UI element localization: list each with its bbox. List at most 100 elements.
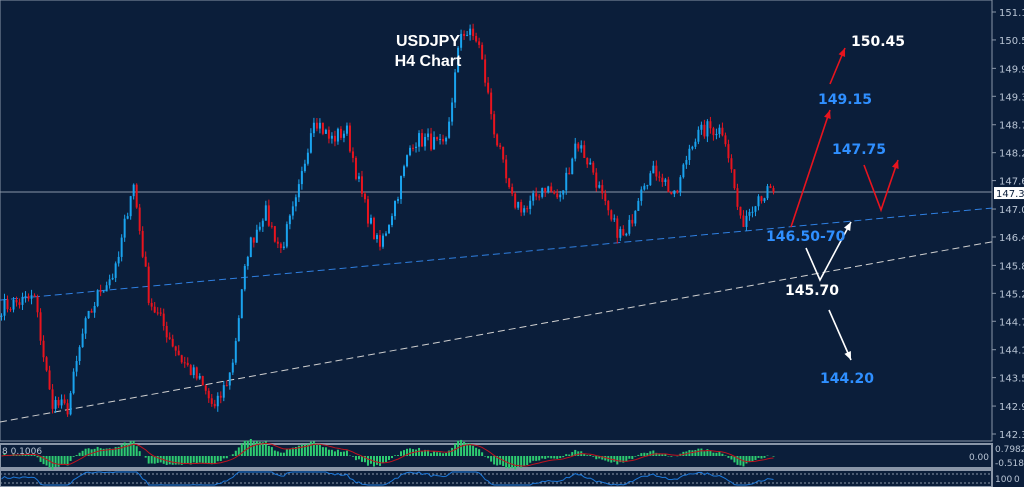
candle-body bbox=[484, 59, 487, 83]
candle-body bbox=[397, 199, 400, 201]
candle-body bbox=[216, 395, 219, 407]
candle-body bbox=[234, 341, 237, 363]
candle-body bbox=[81, 333, 84, 348]
candle-body bbox=[378, 235, 381, 247]
candle-body bbox=[424, 136, 427, 147]
candle-body bbox=[706, 121, 709, 137]
candle-body bbox=[490, 92, 493, 115]
y-tick-label: 149.960 bbox=[999, 64, 1024, 75]
candle-body bbox=[117, 256, 120, 264]
candle-body bbox=[6, 299, 9, 310]
candle-body bbox=[342, 133, 345, 138]
oscillator-panel-frame bbox=[0, 469, 993, 487]
candle-body bbox=[448, 121, 451, 138]
candle-body bbox=[637, 200, 640, 211]
candle-body bbox=[487, 82, 490, 93]
candle-body bbox=[577, 143, 580, 149]
candle-body bbox=[562, 190, 565, 195]
candle-body bbox=[469, 28, 472, 35]
candle-body bbox=[30, 295, 33, 299]
main-panel-frame bbox=[0, 0, 993, 442]
candle-body bbox=[207, 390, 210, 399]
candle-body bbox=[42, 340, 45, 358]
macd-signal-line bbox=[1, 442, 774, 467]
candle-body bbox=[532, 193, 535, 201]
candle-body bbox=[619, 228, 622, 238]
candle-body bbox=[742, 215, 745, 227]
candle-body bbox=[237, 318, 240, 342]
candle-body bbox=[222, 385, 225, 398]
candle-body bbox=[430, 133, 433, 150]
candle-body bbox=[27, 295, 30, 299]
candle-body bbox=[520, 202, 523, 213]
candle-body bbox=[213, 403, 216, 407]
candle-body bbox=[634, 210, 637, 224]
candle-body bbox=[381, 235, 384, 247]
candle-body bbox=[363, 193, 366, 200]
candle-body bbox=[427, 133, 430, 137]
candle-body bbox=[180, 355, 183, 363]
candle-body bbox=[454, 72, 457, 103]
candle-body bbox=[156, 312, 159, 314]
candle-body bbox=[135, 184, 138, 208]
candle-body bbox=[69, 393, 72, 415]
candle-body bbox=[475, 36, 478, 42]
candle-body bbox=[436, 137, 439, 140]
candle-body bbox=[631, 219, 634, 224]
candle-body bbox=[529, 200, 532, 209]
candle-body bbox=[739, 206, 742, 216]
candle-body bbox=[541, 187, 544, 197]
y-tick-label: 144.710 bbox=[999, 317, 1024, 328]
candle-body bbox=[754, 206, 757, 212]
candle-body bbox=[336, 128, 339, 142]
candle-body bbox=[760, 196, 763, 202]
candle-body bbox=[709, 121, 712, 129]
candle-body bbox=[345, 125, 348, 134]
candle-body bbox=[499, 145, 502, 147]
candle-body bbox=[219, 395, 222, 398]
candle-body bbox=[616, 218, 619, 238]
candle-body bbox=[535, 193, 538, 197]
macd-axis-label-zero: 0.00 bbox=[969, 453, 989, 463]
candle-body bbox=[565, 172, 568, 191]
macd-axis-label-max: 0.7982 bbox=[995, 445, 1024, 455]
candle-body bbox=[228, 372, 231, 386]
candle-body bbox=[36, 296, 39, 313]
candle-body bbox=[285, 224, 288, 247]
y-tick-label: 148.210 bbox=[999, 149, 1024, 160]
candle-body bbox=[682, 164, 685, 178]
candle-body bbox=[375, 235, 378, 240]
candle-body bbox=[517, 202, 520, 208]
candle-body bbox=[559, 194, 562, 198]
candle-body bbox=[162, 313, 165, 326]
candle-body bbox=[463, 33, 466, 36]
candle-body bbox=[111, 277, 114, 280]
candle-body bbox=[712, 128, 715, 136]
candle-body bbox=[357, 176, 360, 179]
candle-body bbox=[303, 163, 306, 172]
candle-body bbox=[90, 310, 93, 313]
candle-body bbox=[243, 266, 246, 290]
candle-body bbox=[502, 146, 505, 160]
candle-body bbox=[598, 185, 601, 188]
candle-body bbox=[409, 147, 412, 156]
macd-axis-label-min: -0.5182 bbox=[995, 459, 1024, 469]
y-tick-label: 146.460 bbox=[999, 233, 1024, 244]
candle-body bbox=[580, 145, 583, 149]
candle-body bbox=[688, 148, 691, 161]
chart-subtitle: H4 Chart bbox=[394, 53, 462, 70]
candle-body bbox=[679, 177, 682, 193]
candle-body bbox=[553, 191, 556, 194]
candle-body bbox=[318, 122, 321, 129]
candle-body bbox=[604, 193, 607, 202]
candle-body bbox=[388, 225, 390, 234]
candle-body bbox=[78, 347, 81, 361]
label-target-2: 147.75 bbox=[832, 142, 887, 158]
arrow-up-to-target-1 bbox=[790, 109, 831, 228]
candle-body bbox=[460, 33, 463, 48]
candle-body bbox=[466, 34, 469, 36]
candle-body bbox=[249, 237, 252, 258]
candle-body bbox=[721, 127, 724, 136]
candle-body bbox=[472, 28, 475, 37]
